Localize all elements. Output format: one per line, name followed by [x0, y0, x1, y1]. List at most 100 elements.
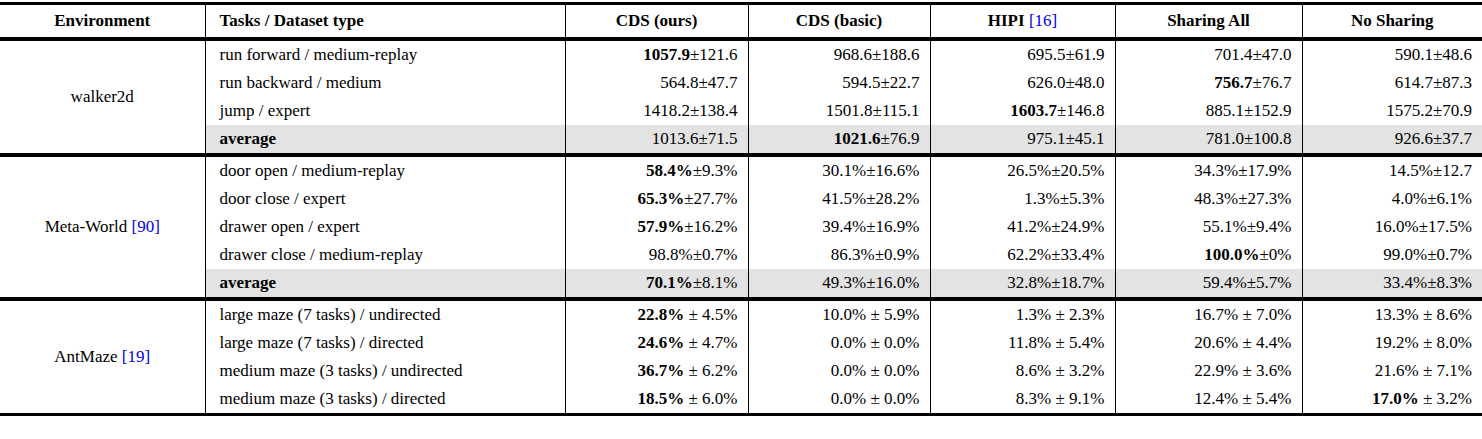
value-cell-sharing_all: 34.3%±17.9%: [1115, 156, 1302, 185]
value-cell-cds_ours: 1013.6±71.5: [565, 125, 748, 154]
value-cell-cds_ours: 1418.2±138.4: [565, 97, 748, 125]
task-row: jump / expert1418.2±138.41501.8±115.1160…: [0, 97, 1482, 125]
value-cell-cds_ours: 65.3%±27.7%: [565, 185, 748, 213]
value-cell-hipi: 626.0±48.0: [930, 69, 1115, 97]
value-cell-cds_basic: 0.0% ± 0.0%: [748, 357, 930, 385]
average-row: average70.1%±8.1%49.3%±16.0%32.8%±18.7%5…: [0, 269, 1482, 298]
citation-link[interactable]: [90]: [132, 217, 160, 236]
value-cell-no_sharing: 614.7±87.3: [1302, 69, 1482, 97]
column-header-hipi: HIPI [16]: [930, 4, 1115, 39]
value-cell-hipi: 26.5%±20.5%: [930, 156, 1115, 185]
value-cell-hipi: 8.3% ± 9.1%: [930, 385, 1115, 415]
value-cell-cds_ours: 564.8±47.7: [565, 69, 748, 97]
column-header-cds_basic: CDS (basic): [748, 4, 930, 39]
column-header-tasks: Tasks / Dataset type: [205, 4, 565, 39]
value-cell-hipi: 1.3% ± 2.3%: [930, 300, 1115, 329]
environment-cell: AntMaze [19]: [0, 300, 205, 415]
value-cell-no_sharing: 99.0%±0.7%: [1302, 241, 1482, 269]
value-cell-hipi: 8.6% ± 3.2%: [930, 357, 1115, 385]
citation-link[interactable]: [16]: [1029, 11, 1057, 30]
task-row: large maze (7 tasks) / directed24.6% ± 4…: [0, 329, 1482, 357]
task-row: Meta-World [90]door open / medium-replay…: [0, 156, 1482, 185]
value-cell-cds_ours: 18.5% ± 6.0%: [565, 385, 748, 415]
value-cell-no_sharing: 16.0%±17.5%: [1302, 213, 1482, 241]
value-cell-hipi: 975.1±45.1: [930, 125, 1115, 154]
value-cell-hipi: 1603.7±146.8: [930, 97, 1115, 125]
value-cell-sharing_all: 701.4±47.0: [1115, 40, 1302, 69]
task-label-cell: large maze (7 tasks) / directed: [205, 329, 565, 357]
value-cell-sharing_all: 16.7% ± 7.0%: [1115, 300, 1302, 329]
value-cell-sharing_all: 20.6% ± 4.4%: [1115, 329, 1302, 357]
value-cell-sharing_all: 22.9% ± 3.6%: [1115, 357, 1302, 385]
value-cell-cds_ours: 36.7% ± 6.2%: [565, 357, 748, 385]
value-cell-no_sharing: 926.6±37.7: [1302, 125, 1482, 154]
value-cell-sharing_all: 756.7±76.7: [1115, 69, 1302, 97]
value-cell-cds_basic: 86.3%±0.9%: [748, 241, 930, 269]
value-cell-cds_basic: 1501.8±115.1: [748, 97, 930, 125]
value-cell-cds_basic: 49.3%±16.0%: [748, 269, 930, 298]
value-cell-hipi: 32.8%±18.7%: [930, 269, 1115, 298]
task-label-cell: drawer open / expert: [205, 213, 565, 241]
task-label-cell: medium maze (3 tasks) / directed: [205, 385, 565, 415]
task-row: walker2drun forward / medium-replay1057.…: [0, 40, 1482, 69]
header-row: EnvironmentTasks / Dataset typeCDS (ours…: [0, 4, 1482, 39]
column-header-environment: Environment: [0, 4, 205, 39]
value-cell-cds_ours: 57.9%±16.2%: [565, 213, 748, 241]
value-cell-cds_basic: 968.6±188.6: [748, 40, 930, 69]
environment-cell: walker2d: [0, 40, 205, 154]
value-cell-sharing_all: 100.0%±0%: [1115, 241, 1302, 269]
value-cell-hipi: 695.5±61.9: [930, 40, 1115, 69]
task-label-cell: run backward / medium: [205, 69, 565, 97]
results-table-container: EnvironmentTasks / Dataset typeCDS (ours…: [0, 2, 1482, 416]
value-cell-sharing_all: 55.1%±9.4%: [1115, 213, 1302, 241]
value-cell-cds_basic: 1021.6±76.9: [748, 125, 930, 154]
task-label-cell: door open / medium-replay: [205, 156, 565, 185]
results-table: EnvironmentTasks / Dataset typeCDS (ours…: [0, 2, 1482, 416]
value-cell-cds_basic: 30.1%±16.6%: [748, 156, 930, 185]
value-cell-hipi: 1.3%±5.3%: [930, 185, 1115, 213]
value-cell-sharing_all: 12.4% ± 5.4%: [1115, 385, 1302, 415]
value-cell-cds_ours: 70.1%±8.1%: [565, 269, 748, 298]
task-label-cell: run forward / medium-replay: [205, 40, 565, 69]
value-cell-no_sharing: 590.1±48.6: [1302, 40, 1482, 69]
value-cell-no_sharing: 13.3% ± 8.6%: [1302, 300, 1482, 329]
value-cell-cds_ours: 22.8% ± 4.5%: [565, 300, 748, 329]
value-cell-cds_basic: 41.5%±28.2%: [748, 185, 930, 213]
value-cell-no_sharing: 17.0% ± 3.2%: [1302, 385, 1482, 415]
value-cell-cds_basic: 594.5±22.7: [748, 69, 930, 97]
value-cell-cds_basic: 0.0% ± 0.0%: [748, 329, 930, 357]
value-cell-sharing_all: 48.3%±27.3%: [1115, 185, 1302, 213]
value-cell-cds_basic: 39.4%±16.9%: [748, 213, 930, 241]
value-cell-hipi: 41.2%±24.9%: [930, 213, 1115, 241]
task-label-cell: average: [205, 125, 565, 154]
task-label-cell: medium maze (3 tasks) / undirected: [205, 357, 565, 385]
value-cell-no_sharing: 19.2% ± 8.0%: [1302, 329, 1482, 357]
value-cell-no_sharing: 14.5%±12.7: [1302, 156, 1482, 185]
task-row: run backward / medium564.8±47.7594.5±22.…: [0, 69, 1482, 97]
citation-link[interactable]: [19]: [122, 347, 150, 366]
column-header-sharing_all: Sharing All: [1115, 4, 1302, 39]
task-label-cell: door close / expert: [205, 185, 565, 213]
task-row: AntMaze [19]large maze (7 tasks) / undir…: [0, 300, 1482, 329]
task-row: medium maze (3 tasks) / directed18.5% ± …: [0, 385, 1482, 415]
value-cell-hipi: 11.8% ± 5.4%: [930, 329, 1115, 357]
value-cell-cds_ours: 24.6% ± 4.7%: [565, 329, 748, 357]
value-cell-cds_basic: 0.0% ± 0.0%: [748, 385, 930, 415]
task-row: medium maze (3 tasks) / undirected36.7% …: [0, 357, 1482, 385]
task-label-cell: average: [205, 269, 565, 298]
value-cell-cds_ours: 58.4%±9.3%: [565, 156, 748, 185]
column-header-no_sharing: No Sharing: [1302, 4, 1482, 39]
value-cell-cds_ours: 98.8%±0.7%: [565, 241, 748, 269]
value-cell-sharing_all: 885.1±152.9: [1115, 97, 1302, 125]
value-cell-cds_ours: 1057.9±121.6: [565, 40, 748, 69]
task-row: door close / expert65.3%±27.7%41.5%±28.2…: [0, 185, 1482, 213]
task-label-cell: large maze (7 tasks) / undirected: [205, 300, 565, 329]
task-row: drawer close / medium-replay98.8%±0.7%86…: [0, 241, 1482, 269]
task-label-cell: jump / expert: [205, 97, 565, 125]
value-cell-no_sharing: 4.0%±6.1%: [1302, 185, 1482, 213]
value-cell-sharing_all: 781.0±100.8: [1115, 125, 1302, 154]
value-cell-sharing_all: 59.4%±5.7%: [1115, 269, 1302, 298]
column-header-cds_ours: CDS (ours): [565, 4, 748, 39]
task-label-cell: drawer close / medium-replay: [205, 241, 565, 269]
environment-cell: Meta-World [90]: [0, 156, 205, 298]
